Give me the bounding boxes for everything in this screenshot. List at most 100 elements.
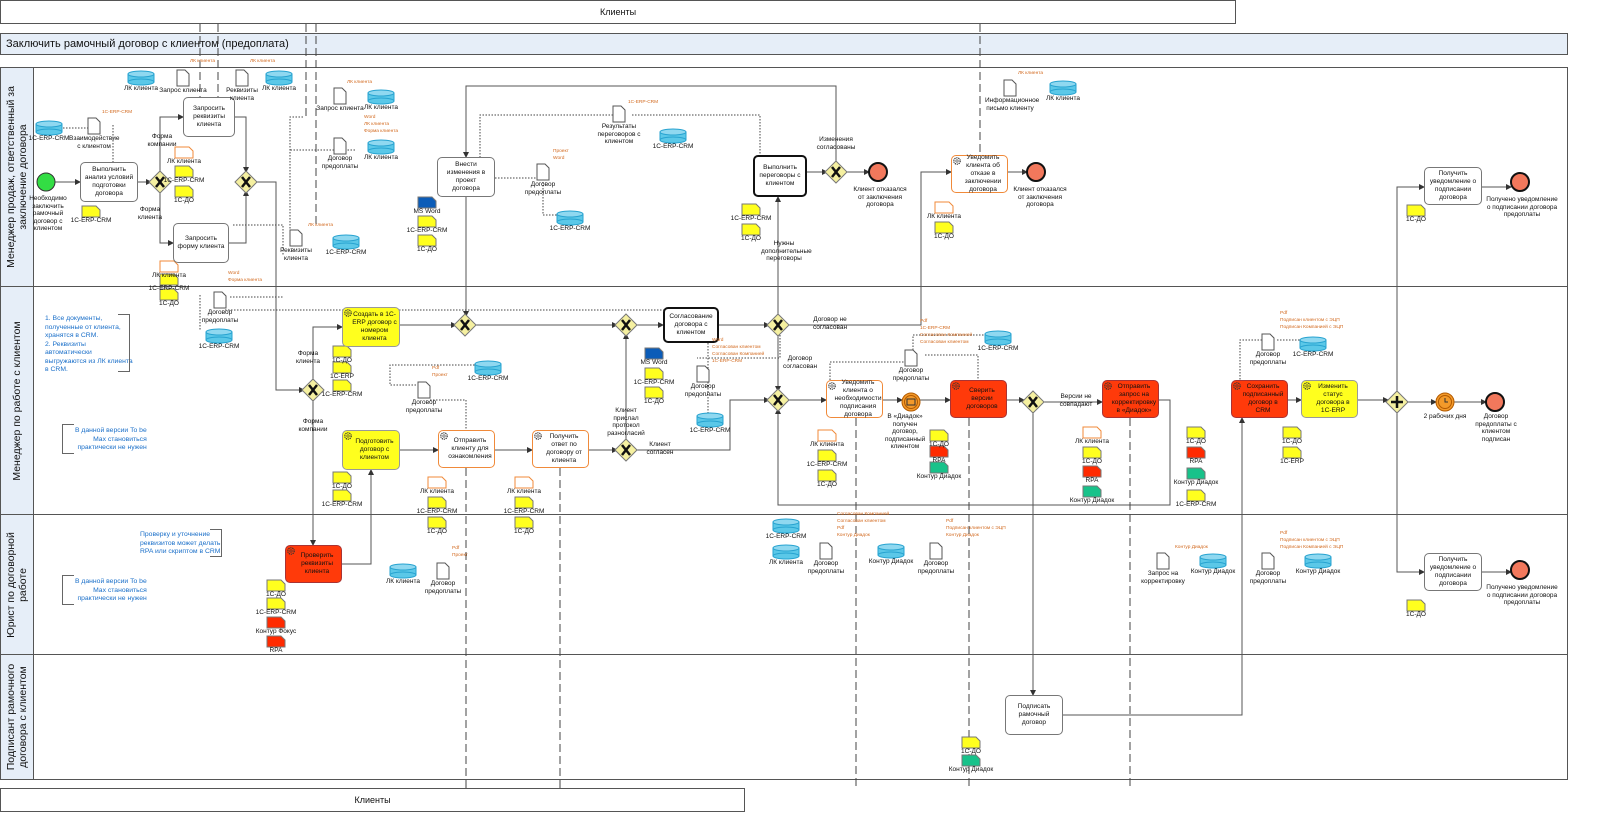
x-icon: [1028, 396, 1038, 408]
task-label: Подготовить договор с клиентом: [355, 438, 394, 461]
task-5[interactable]: Выполнить переговоры с клиентом: [753, 155, 807, 197]
data-object-label: 1С-ERP-CRM: [148, 285, 190, 292]
association: [289, 116, 303, 230]
task-18[interactable]: Проверить реквизиты клиента: [285, 545, 342, 583]
data-object-label: Договор предоплаты: [405, 399, 443, 414]
flow-label: Клиент прислал протокол разногласий: [607, 407, 645, 437]
annotation-text: Проверку и уточнение реквизитов может де…: [140, 531, 223, 555]
data-object-label: MS Word: [413, 208, 441, 215]
note-text: Word ЛК клиента Форма клиента: [364, 115, 399, 134]
task-13[interactable]: Уведомить клиента о необходимости подпис…: [826, 379, 883, 418]
task-label: Создать в 1С-ERP договор с номером клиен…: [352, 311, 397, 342]
sequence-flow: [1396, 411, 1425, 575]
data-object-label: 1С-ERP-CRM: [70, 217, 112, 224]
annotation-bracket: [210, 529, 222, 557]
task-label: Получить уведомление о подписании догово…: [1429, 556, 1477, 587]
data-object-icon: [929, 429, 949, 442]
data-object-label: 1С-ERP-CRM: [321, 391, 363, 398]
x-icon: [241, 176, 251, 188]
document-icon: [436, 562, 450, 580]
task-19[interactable]: Получить уведомление о подписании догово…: [1424, 553, 1482, 591]
task-2[interactable]: Запросить реквизиты клиента: [183, 97, 235, 137]
data-object-label: 1С-ДО: [644, 398, 664, 405]
note-text: Pdf Подписан клиентом с ЭЦП Контур Диадо…: [946, 519, 1006, 538]
note-text: Pdf Подписан клиентом с ЭЦП Подписан Ком…: [1280, 311, 1344, 330]
end-event-icon: [1510, 560, 1530, 580]
data-object-label: 1С-ДО: [266, 591, 286, 598]
flow-label: Форма клиента: [295, 350, 321, 365]
task-17[interactable]: Изменить статус договора в 1С-ERP: [1301, 380, 1358, 418]
data-object-icon: [332, 379, 352, 392]
document-icon: [904, 349, 918, 367]
task-20[interactable]: Подписать рамочный договор: [1005, 695, 1063, 735]
note-text: ЛК клиента: [250, 59, 276, 64]
service-task-gear-icon: [953, 157, 961, 165]
task-3[interactable]: Запросить форму клиента: [173, 223, 229, 263]
task-15[interactable]: Отправить запрос на корректировку в «Диа…: [1102, 380, 1159, 418]
end-event-icon: [1485, 392, 1505, 412]
x-icon: [773, 394, 783, 406]
task-11[interactable]: Отправить клиенту для ознакомления: [438, 430, 495, 468]
lane-header: Менеджер продаж, ответственный за заключ…: [1, 68, 34, 286]
data-object-label: Контур Диадок: [1069, 497, 1115, 504]
flow-label: Договор согласован: [782, 355, 818, 370]
document-icon: [1261, 333, 1275, 351]
data-object-icon: [81, 205, 101, 218]
task-4[interactable]: Внести изменения в проект договора: [437, 157, 495, 197]
x-icon: [831, 166, 841, 178]
data-object-label: ЛК клиента: [167, 158, 201, 165]
data-object-icon: [159, 288, 179, 301]
x-icon: [621, 319, 631, 331]
data-object-label: 1С-ERP-CRM: [730, 215, 772, 222]
data-object-label: 1С-ДО: [427, 528, 447, 535]
note-text: Контур Диадок: [1175, 545, 1208, 550]
data-object-icon: [961, 736, 981, 749]
service-task-gear-icon: [1303, 382, 1311, 390]
data-object-label: 1С-ERP-CRM: [416, 508, 458, 515]
data-object-icon: [427, 496, 447, 509]
data-object-label: 1С-ERP-CRM: [1292, 351, 1334, 358]
data-object-icon: [159, 273, 179, 286]
data-object-label: Договор предоплаты: [1249, 570, 1287, 585]
task-6[interactable]: Уведомить клиента об отказе в заключении…: [951, 154, 1008, 193]
annotation-bracket: [118, 314, 130, 372]
association: [542, 182, 557, 216]
note-text: ЛК клиента: [1018, 71, 1044, 76]
sequence-flow: [342, 469, 374, 565]
task-8[interactable]: Создать в 1С-ERP договор с номером клиен…: [342, 307, 400, 347]
data-object-label: 1С-ДО: [1406, 216, 1426, 223]
association: [430, 399, 467, 430]
x-icon: [155, 176, 165, 188]
data-object-icon: [266, 616, 286, 629]
lane-lawyer: Юрист по договорной работе: [0, 515, 1568, 655]
task-7[interactable]: Получить уведомление о подписании догово…: [1424, 167, 1482, 205]
task-9[interactable]: Согласование договора с клиентом: [663, 307, 719, 343]
bottom-pool-clients: Клиенты: [0, 788, 745, 812]
task-12[interactable]: Получить ответ по договору от клиента: [532, 430, 589, 468]
task-label: Уведомить клиента о необходимости подпис…: [834, 379, 882, 418]
data-object-label: 1С-ERP-CRM: [652, 143, 694, 150]
envelope-icon: [906, 398, 916, 406]
document-icon: [87, 117, 101, 135]
task-label: Выполнить анализ условий подготовки дого…: [84, 166, 134, 197]
data-object-icon: [817, 449, 837, 462]
event-label: Необходимо заключить рамочный договор с …: [29, 195, 67, 232]
data-object-label: 1С-ERP-CRM: [1175, 501, 1217, 508]
service-task-gear-icon: [534, 432, 542, 440]
task-1[interactable]: Выполнить анализ условий подготовки дого…: [80, 162, 138, 202]
note-text: Word Форма клиента: [228, 271, 263, 283]
data-object-label: ЛК клиента: [364, 154, 398, 161]
data-object-label: 1С-ERP-CRM: [977, 345, 1019, 352]
task-label: Внести изменения в проект договора: [446, 161, 486, 192]
task-16[interactable]: Сохранить подписанный договор в CRM: [1231, 380, 1288, 418]
task-10[interactable]: Подготовить договор с клиентом: [342, 430, 400, 470]
note-text: Согласован Компанией Согласован клиентом…: [837, 512, 890, 538]
data-object-icon: [417, 196, 437, 209]
data-object-label: 1С-ДО: [961, 748, 981, 755]
data-object-icon: [817, 429, 837, 442]
sequence-flow: [775, 399, 1171, 506]
document-icon: [289, 229, 303, 247]
task-14[interactable]: Сверить версии договоров: [950, 380, 1007, 418]
data-object-label: Контур Диадок: [1190, 568, 1236, 575]
